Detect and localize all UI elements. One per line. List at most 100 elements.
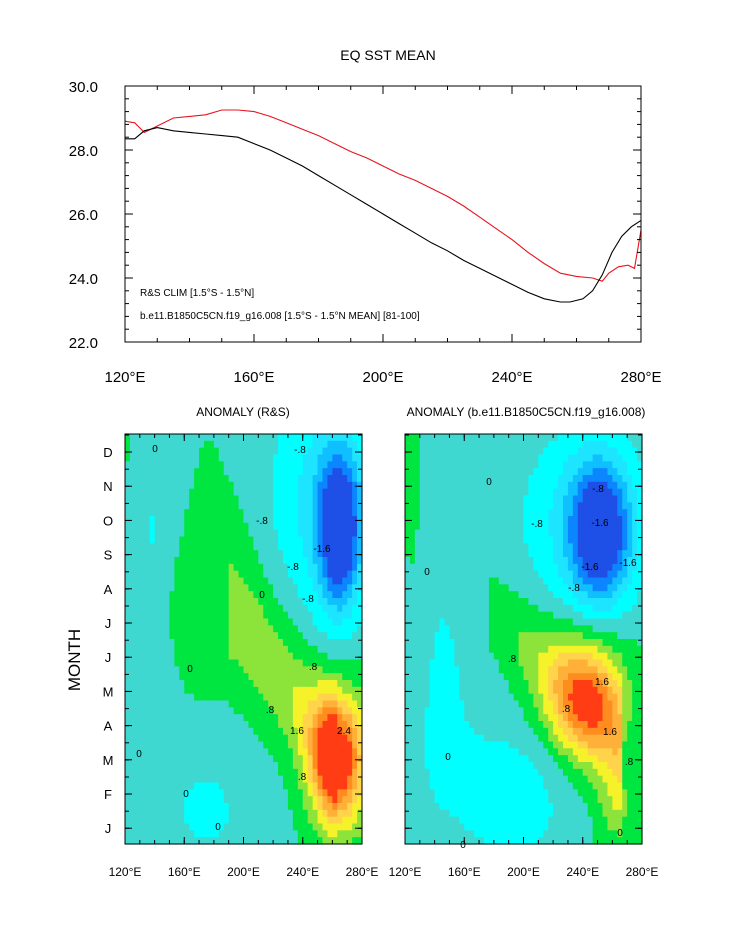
heatmap-cell xyxy=(488,475,495,483)
heatmap-cell xyxy=(523,434,530,442)
heatmap-cell xyxy=(134,809,141,818)
heatmap-cell xyxy=(238,454,245,462)
heatmap-cell xyxy=(287,598,294,606)
heatmap-cell xyxy=(273,714,279,722)
heatmap-cell xyxy=(253,475,259,483)
heatmap-cell xyxy=(488,803,495,811)
heatmap-cell xyxy=(287,584,294,592)
heatmap-cell xyxy=(488,563,495,572)
heatmap-cell xyxy=(347,686,353,695)
heatmap-cell xyxy=(357,536,363,544)
heatmap-cell xyxy=(263,734,269,743)
heatmap-cell xyxy=(189,440,195,449)
heatmap-cell xyxy=(518,577,525,585)
heatmap-cell xyxy=(357,748,363,756)
heatmap-cell xyxy=(409,768,416,777)
heatmap-cell xyxy=(464,830,470,838)
heatmap-cell xyxy=(312,816,319,825)
heatmap-cell xyxy=(134,447,141,456)
heatmap-cell xyxy=(243,748,250,756)
heatmap-cell xyxy=(174,734,180,743)
heatmap-cell xyxy=(287,516,294,524)
heatmap-cell xyxy=(248,550,254,558)
heatmap-cell xyxy=(218,522,225,531)
heatmap-cell xyxy=(283,700,289,708)
heatmap-cell xyxy=(439,782,446,790)
heatmap-cell xyxy=(498,714,505,722)
heatmap-cell xyxy=(503,823,510,831)
heatmap-cell xyxy=(493,502,500,510)
heatmap-cell xyxy=(459,468,465,476)
heatmap-cell xyxy=(414,495,421,503)
heatmap-cell xyxy=(287,461,294,469)
heatmap-cell xyxy=(223,741,230,749)
heatmap-cell xyxy=(129,481,136,490)
heatmap-cell xyxy=(278,604,284,613)
heatmap-cell xyxy=(243,789,250,797)
heatmap-cell xyxy=(322,495,329,503)
heatmap-cell xyxy=(125,598,131,606)
heatmap-cell xyxy=(523,823,530,831)
heatmap-cell xyxy=(357,563,363,572)
heatmap-cell xyxy=(508,604,515,613)
heatmap-cell xyxy=(292,809,299,818)
heatmap-cell xyxy=(424,700,431,708)
heatmap-cell xyxy=(342,707,348,715)
heatmap-cell xyxy=(337,563,343,572)
heatmap-cell xyxy=(322,768,329,777)
heatmap-cell xyxy=(189,645,195,654)
heatmap-cell xyxy=(493,652,500,661)
heatmap-cell xyxy=(233,803,240,811)
heatmap-cell xyxy=(283,529,289,538)
heatmap-cell xyxy=(469,440,475,449)
heatmap-cell xyxy=(405,516,411,524)
heatmap-cell xyxy=(258,591,264,599)
heatmap-cell xyxy=(469,727,475,736)
heatmap-cell xyxy=(125,611,131,620)
heatmap-cell xyxy=(199,734,205,743)
heatmap-cell xyxy=(154,570,161,579)
heatmap-cell xyxy=(228,734,235,743)
heatmap-cell xyxy=(518,604,525,613)
heatmap-cell xyxy=(327,591,333,599)
heatmap-cell xyxy=(204,803,210,811)
heatmap-cell xyxy=(488,557,495,565)
month-tick-label: M xyxy=(103,684,114,699)
heatmap-cell xyxy=(164,570,171,579)
heatmap-cell xyxy=(414,768,421,777)
heatmap-cell xyxy=(337,803,343,811)
heatmap-cell xyxy=(543,768,549,777)
heatmap-cell xyxy=(287,529,294,538)
heatmap-cell xyxy=(149,488,156,497)
heatmap-cell xyxy=(558,447,564,456)
heatmap-cell xyxy=(405,714,411,722)
heatmap-cell xyxy=(459,536,465,544)
heatmap-cell xyxy=(434,686,441,695)
heatmap-cell xyxy=(263,454,269,462)
heatmap-cell xyxy=(464,502,470,510)
heatmap-cell xyxy=(179,536,185,544)
heatmap-cell xyxy=(513,598,520,606)
heatmap-cell xyxy=(528,611,534,620)
heatmap-cell xyxy=(134,686,141,695)
heatmap-cell xyxy=(139,748,146,756)
heatmap-cell xyxy=(253,789,259,797)
heatmap-cell xyxy=(543,577,549,585)
heatmap-cell xyxy=(444,543,451,551)
heatmap-cell xyxy=(518,762,525,770)
heatmap-cell xyxy=(538,700,544,708)
heatmap-cell xyxy=(414,700,421,708)
heatmap-cell xyxy=(233,659,240,667)
heatmap-cell xyxy=(307,440,314,449)
heatmap-cell xyxy=(317,536,324,544)
heatmap-cell xyxy=(508,529,515,538)
heatmap-cell xyxy=(204,543,210,551)
heatmap-cell xyxy=(449,727,455,736)
heatmap-cell xyxy=(474,830,480,838)
heatmap-cell xyxy=(253,734,259,743)
heatmap-cell xyxy=(218,502,225,510)
heatmap-cell xyxy=(429,809,436,818)
heatmap-cell xyxy=(228,700,235,708)
heatmap-cell xyxy=(149,727,156,736)
heatmap-cell xyxy=(538,461,544,469)
